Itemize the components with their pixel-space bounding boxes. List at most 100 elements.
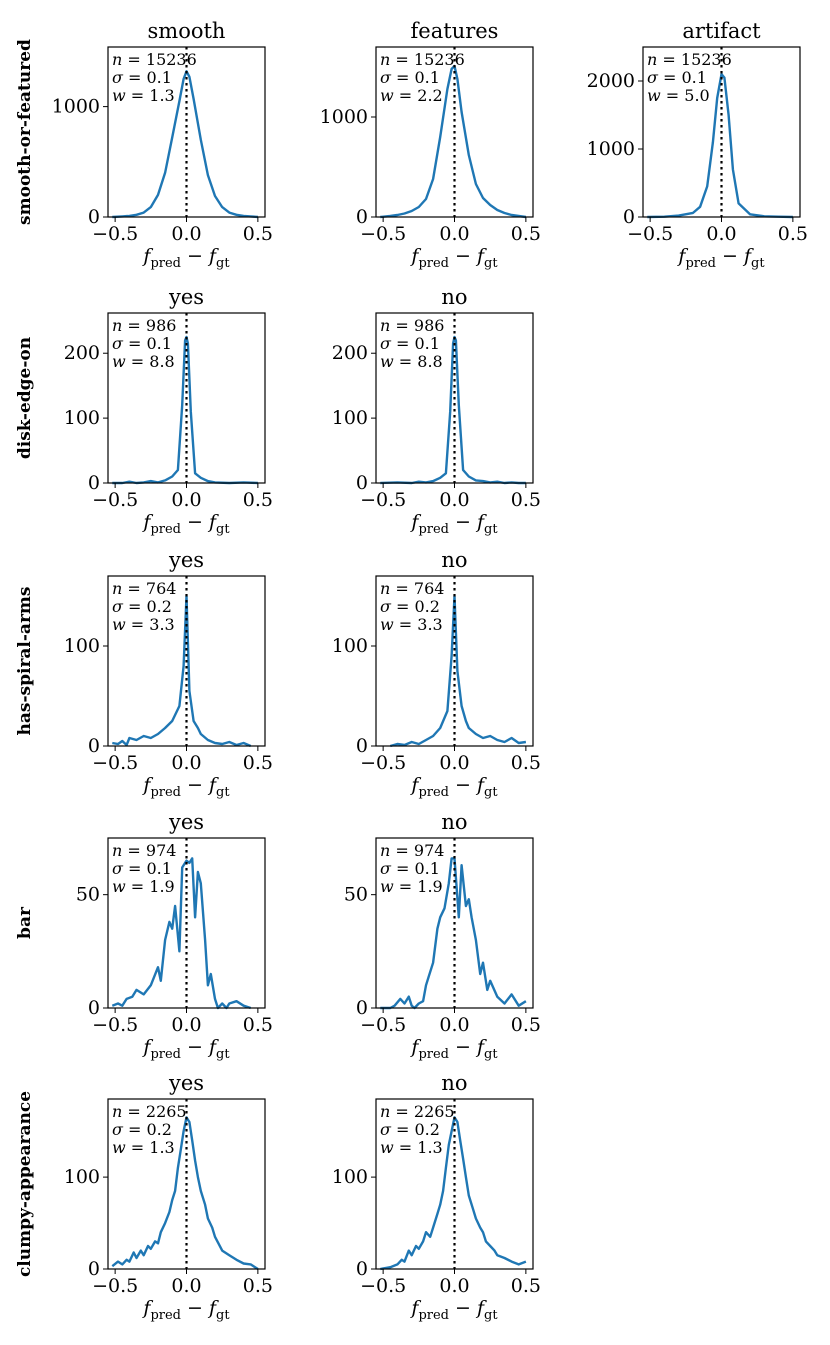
y-tick-label: 0 xyxy=(356,735,368,757)
y-tick-label: 1000 xyxy=(52,96,100,118)
x-tick-label: −0.5 xyxy=(360,752,406,774)
residual-curve xyxy=(380,335,526,485)
subplot-title: no xyxy=(441,548,467,572)
stat-sigma: σ = 0.2 xyxy=(380,597,440,616)
stat-sigma: σ = 0.1 xyxy=(112,334,172,353)
x-tick-label: 0.0 xyxy=(171,1275,201,1297)
x-axis-label: fpred − fgt xyxy=(141,245,230,271)
x-tick-label: 0.5 xyxy=(243,1014,273,1036)
x-tick-label: 0.0 xyxy=(439,752,469,774)
stat-n: n = 2265 xyxy=(112,1102,187,1121)
stat-sigma: σ = 0.1 xyxy=(112,68,172,87)
subplot-title: no xyxy=(441,1071,467,1095)
stat-n: n = 974 xyxy=(380,841,444,860)
stat-w: w = 8.8 xyxy=(112,352,175,371)
x-axis-label: fpred − fgt xyxy=(141,511,230,537)
residual-curve xyxy=(111,1116,259,1271)
stat-w: w = 8.8 xyxy=(380,352,443,371)
y-tick-label: 1000 xyxy=(320,106,368,128)
x-tick-label: 0.0 xyxy=(171,752,201,774)
x-tick-label: −0.5 xyxy=(360,489,406,511)
x-axis-label: fpred − fgt xyxy=(141,1036,230,1062)
residual-curve xyxy=(647,73,793,219)
y-tick-label: 100 xyxy=(332,407,368,429)
x-tick-label: −0.5 xyxy=(360,1014,406,1036)
x-tick-label: −0.5 xyxy=(360,1275,406,1297)
y-tick-label: 100 xyxy=(332,1166,368,1188)
x-tick-label: 0.5 xyxy=(511,489,541,511)
y-tick-label: 200 xyxy=(332,342,368,364)
stat-w: w = 1.9 xyxy=(112,877,175,896)
x-tick-label: 0.5 xyxy=(243,489,273,511)
y-tick-label: 0 xyxy=(88,1258,100,1280)
y-tick-label: 100 xyxy=(64,635,100,657)
x-tick-label: 0.5 xyxy=(243,752,273,774)
y-tick-label: 100 xyxy=(64,1166,100,1188)
x-tick-label: 0.5 xyxy=(243,1275,273,1297)
stat-n: n = 2265 xyxy=(380,1102,455,1121)
stat-sigma: σ = 0.1 xyxy=(647,68,707,87)
subplot-r0-c0: smooth −0.5 0.0 0.5 0 1000 fpred − fgt n = 1523… xyxy=(52,19,273,271)
subplot-r0-c1: features −0.5 0.0 0.5 0 1000 fpred − fgt n = 15… xyxy=(320,19,541,271)
x-tick-label: −0.5 xyxy=(92,1014,138,1036)
y-tick-label: 0 xyxy=(356,1258,368,1280)
x-axis-label: fpred − fgt xyxy=(409,511,498,537)
y-tick-label: 0 xyxy=(88,206,100,228)
x-tick-label: 0.0 xyxy=(439,223,469,245)
x-tick-label: −0.5 xyxy=(360,223,406,245)
stat-w: w = 5.0 xyxy=(647,86,710,105)
row-label-clumpy-appearance: clumpy-appearance xyxy=(15,1091,35,1277)
stat-w: w = 1.3 xyxy=(112,86,175,105)
stat-n: n = 986 xyxy=(112,316,176,335)
y-tick-label: 50 xyxy=(344,884,368,906)
stat-sigma: σ = 0.1 xyxy=(380,859,440,878)
x-axis-label: fpred − fgt xyxy=(676,245,765,271)
subplot-r0-c2: artifact −0.5 0.0 0.5 0 1000 2000 fpred − fgt n … xyxy=(587,19,808,271)
stat-n: n = 15236 xyxy=(380,50,465,69)
x-tick-label: 0.0 xyxy=(706,223,736,245)
subplot-title: no xyxy=(441,810,467,834)
x-axis-label: fpred − fgt xyxy=(141,774,230,800)
subplot-r1-c0: yes −0.5 0.0 0.5 0 100 200 fpred − fgt n = 986σ … xyxy=(64,285,273,537)
subplot-title: yes xyxy=(168,548,204,572)
subplot-title: yes xyxy=(168,810,204,834)
residual-curve xyxy=(111,857,252,1010)
x-axis-label: fpred − fgt xyxy=(141,1297,230,1323)
x-tick-label: 0.0 xyxy=(439,489,469,511)
x-tick-label: −0.5 xyxy=(92,489,138,511)
x-axis-label: fpred − fgt xyxy=(409,1036,498,1062)
x-tick-label: 0.0 xyxy=(439,1275,469,1297)
x-tick-label: −0.5 xyxy=(627,223,673,245)
stat-n: n = 15236 xyxy=(112,50,197,69)
stat-n: n = 974 xyxy=(112,841,176,860)
y-tick-label: 0 xyxy=(356,472,368,494)
x-tick-label: 0.5 xyxy=(778,223,808,245)
residual-curve xyxy=(380,857,527,1010)
stat-n: n = 764 xyxy=(112,579,176,598)
residual-curve xyxy=(380,1116,527,1271)
stat-sigma: σ = 0.1 xyxy=(380,68,440,87)
x-tick-label: 0.5 xyxy=(511,752,541,774)
x-tick-label: 0.0 xyxy=(171,1014,201,1036)
y-tick-label: 0 xyxy=(356,997,368,1019)
stat-sigma: σ = 0.1 xyxy=(112,859,172,878)
stat-sigma: σ = 0.2 xyxy=(112,597,172,616)
y-tick-label: 50 xyxy=(76,884,100,906)
y-tick-label: 100 xyxy=(64,407,100,429)
y-tick-label: 0 xyxy=(623,206,635,228)
subplot-title: artifact xyxy=(682,19,761,43)
row-label-bar: bar xyxy=(15,906,35,939)
subplot-title: smooth xyxy=(148,19,226,43)
y-tick-label: 2000 xyxy=(587,70,635,92)
x-tick-label: −0.5 xyxy=(92,223,138,245)
x-tick-label: 0.5 xyxy=(511,223,541,245)
x-tick-label: 0.5 xyxy=(511,1014,541,1036)
stat-sigma: σ = 0.2 xyxy=(112,1120,172,1139)
y-tick-label: 100 xyxy=(332,635,368,657)
